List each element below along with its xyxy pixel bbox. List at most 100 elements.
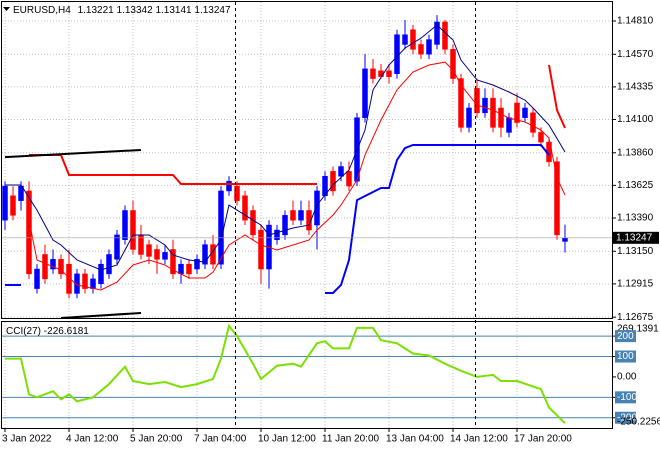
candle-body (106, 254, 112, 275)
x-tick-label: 3 Jan 2022 (2, 434, 52, 445)
candle-body (82, 273, 88, 289)
candle-body (418, 44, 424, 55)
candle-body (170, 249, 176, 275)
cci-name: CCI(27) (6, 326, 41, 337)
candle-body (402, 34, 408, 45)
candle-body (506, 117, 512, 133)
cci-value: -226.6181 (44, 326, 89, 337)
candle-body (146, 244, 152, 257)
candle-body (234, 185, 240, 201)
chart-title: EURUSD,H4 1.13221 1.13342 1.13141 1.1324… (13, 5, 231, 16)
cci-frame (1, 321, 613, 429)
candle-body (474, 88, 480, 114)
y-tick-label: 1.13390 (617, 213, 654, 224)
candle-body (274, 229, 280, 241)
candle-body (314, 190, 320, 226)
menu-triangle (3, 7, 10, 11)
candle-body (538, 132, 544, 143)
candle-body (34, 268, 40, 289)
candle-body (338, 166, 344, 177)
candle-body (130, 210, 136, 250)
candle-body (442, 21, 448, 50)
candle-body (490, 97, 496, 128)
candle-body (242, 195, 248, 221)
candle-body (298, 210, 304, 221)
candle-body (258, 229, 264, 270)
candle-body (2, 185, 8, 221)
candle-body (162, 252, 168, 260)
candle-body (306, 210, 312, 231)
candle-body (90, 278, 96, 289)
y-tick-label: -100 (617, 392, 637, 403)
symbol: EURUSD,H4 (13, 5, 71, 16)
low-value: 1.13141 (155, 5, 192, 16)
candle-body (10, 195, 16, 216)
candle-body (282, 215, 288, 236)
y-tick-label: 1.12675 (617, 312, 654, 323)
x-tick-label: 7 Jan 04:00 (194, 434, 247, 445)
level-label-box (615, 391, 636, 404)
main-frame (1, 1, 613, 319)
candle-body (26, 190, 32, 275)
cci-line (5, 323, 566, 424)
candle-body (226, 180, 232, 192)
candle-body (370, 68, 376, 79)
candle-body (554, 161, 560, 236)
candle-body (290, 210, 296, 221)
x-tick-label: 14 Jan 12:00 (450, 434, 508, 445)
candle-body (18, 185, 24, 201)
cci-title: CCI(27) -226.6181 (6, 326, 89, 337)
candle-body (194, 259, 200, 270)
y-tick-label: 1.13860 (617, 147, 654, 158)
level-label-box (615, 350, 636, 363)
x-tick-label: 11 Jan 20:00 (322, 434, 380, 445)
candle-body (218, 190, 224, 265)
candle-body (186, 263, 192, 275)
candle-body (386, 70, 392, 77)
indicator-line (5, 24, 566, 271)
candle-body (450, 49, 456, 79)
level-label-box (615, 330, 636, 343)
candle-body (178, 263, 184, 275)
y-tick-label: 1.14570 (617, 49, 654, 60)
candle-body (66, 263, 72, 294)
x-tick-label: 13 Jan 04:00 (386, 434, 444, 445)
candle-body (58, 259, 64, 275)
x-tick-label: 4 Jan 12:00 (66, 434, 119, 445)
x-tick-label: 10 Jan 12:00 (258, 434, 316, 445)
y-tick-label: 0.00 (617, 372, 637, 383)
level-label-box (615, 411, 636, 424)
indicator-line (28, 61, 566, 291)
candle-body (154, 249, 160, 260)
y-tick-label: 1.12915 (617, 279, 654, 290)
candle-body (202, 244, 208, 265)
y-tick-label: 1.14810 (617, 16, 654, 27)
open-value: 1.13221 (78, 5, 115, 16)
candle-body (522, 107, 528, 118)
y-tick-label: 1.14335 (617, 82, 654, 93)
price-label: 1.13247 (616, 232, 653, 243)
indicator-line (4, 149, 142, 159)
y-limit-label: -250.2256 (617, 417, 660, 428)
high-value: 1.13342 (117, 5, 154, 16)
indicator-line (5, 144, 550, 294)
candle-body (410, 29, 416, 50)
candle-body (458, 78, 464, 128)
candle-body (122, 210, 128, 241)
candle-body (210, 244, 216, 265)
candle-body (514, 102, 520, 123)
price-label-box (613, 231, 659, 244)
candle-body (434, 21, 440, 45)
candle-body (98, 263, 104, 284)
candle-body (466, 107, 472, 128)
y-tick-label: -200 (617, 412, 637, 423)
y-tick-label: 1.13150 (617, 246, 654, 257)
candle-body (562, 237, 568, 242)
candle-body (250, 210, 256, 236)
candle-body (426, 39, 432, 55)
candle-body (346, 171, 352, 187)
y-tick-label: 200 (617, 331, 634, 342)
